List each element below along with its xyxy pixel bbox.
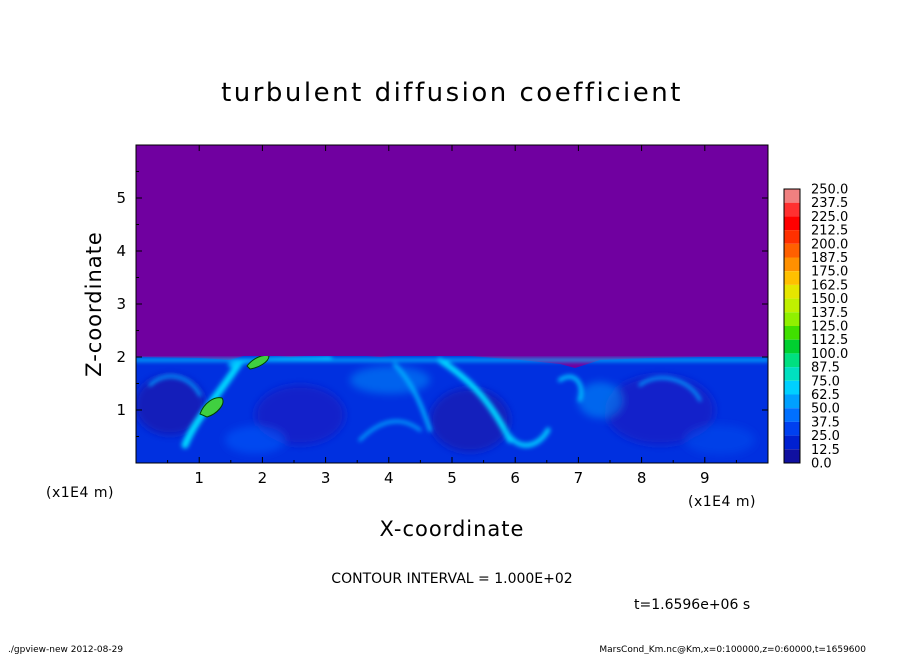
streak [393, 363, 432, 432]
colorbar-label: 137.5 [811, 306, 848, 321]
eddy [255, 385, 345, 445]
mixed-layer-streaks [136, 356, 768, 449]
colorbar-frame [783, 188, 801, 464]
colorbar-swatch [784, 408, 800, 422]
colorbar-swatch [784, 189, 800, 203]
colorbar-swatch [784, 380, 800, 395]
colorbar-swatch [784, 449, 800, 463]
y-tick-label: 4 [116, 242, 126, 260]
contour-interval: CONTOUR INTERVAL = 1.000E+02 [331, 571, 572, 587]
y-tick-label: 5 [116, 189, 126, 207]
colorbar-swatch [784, 326, 800, 340]
colorbar-label: 12.5 [811, 443, 840, 458]
y-tick-label: 1 [116, 401, 126, 419]
colorbar-label: 200.0 [811, 237, 848, 252]
colorbar-label: 162.5 [811, 278, 848, 293]
colorbar-label: 225.0 [811, 210, 848, 225]
footer-right: MarsCond_Km.nc@Km,x=0:100000,z=0:60000,t… [599, 645, 866, 654]
eddy [136, 375, 205, 435]
y-axis-ticks: 1 2 3 4 5 [116, 171, 768, 437]
colorbar-label: 175.0 [811, 265, 848, 280]
colorbar-swatch [784, 312, 800, 326]
x-tick-label: 9 [700, 469, 710, 487]
x-axis-ticks: 1 2 3 4 5 6 7 8 9 [167, 145, 737, 487]
eddy [350, 366, 430, 394]
y-tick-label: 2 [116, 348, 126, 366]
mixed-layer-eddies [136, 366, 755, 455]
colorbar-label: 37.5 [811, 415, 840, 430]
streak [358, 419, 422, 442]
x-tick-label: 3 [321, 469, 331, 487]
x-tick-label: 2 [258, 469, 268, 487]
x-tick-label: 7 [574, 469, 584, 487]
streak [638, 376, 702, 402]
colorbar-swatch [784, 353, 800, 368]
colorbar-label: 250.0 [811, 183, 848, 198]
streak [558, 374, 584, 402]
colorbar-swatch [784, 394, 800, 409]
y-axis-label: Z-coordinate [82, 231, 106, 377]
colorbar-label: 62.5 [811, 388, 840, 403]
x-unit-right: (x1E4 m) [688, 494, 756, 510]
colorbar-label: 0.0 [811, 457, 832, 472]
colorbar-label: 100.0 [811, 347, 848, 362]
colorbar-swatch [784, 339, 800, 354]
y-tick-label: 3 [116, 295, 126, 313]
time-label: t=1.6596e+06 s [634, 597, 750, 613]
colorbar-swatch [784, 216, 800, 231]
colorbar-swatch [784, 202, 800, 217]
colorbar-label: 112.5 [811, 333, 848, 348]
colorbar-swatch [784, 298, 800, 313]
footer-left: ./gpview-new 2012-08-29 [8, 645, 123, 654]
max-patch [246, 356, 270, 370]
colorbar-label: 50.0 [811, 402, 840, 417]
colorbar-swatch [784, 435, 800, 450]
colorbar-swatch [784, 421, 800, 436]
x-tick-label: 6 [510, 469, 520, 487]
colorbar-label: 87.5 [811, 361, 840, 376]
colorbar-label: 125.0 [811, 320, 848, 335]
colorbar-swatch [784, 284, 800, 299]
streak [502, 427, 551, 448]
eddy [605, 375, 715, 445]
x-tick-label: 5 [447, 469, 457, 487]
colorbar-swatch [784, 243, 800, 258]
plot-area: 1 2 3 4 5 6 7 8 9 1 2 3 4 5 [116, 144, 769, 487]
colorbar-label: 75.0 [811, 374, 840, 389]
colorbar-label: 187.5 [811, 251, 848, 266]
colorbar-swatch [784, 230, 800, 244]
colorbar-swatch [784, 257, 800, 272]
streak [148, 374, 202, 397]
x-tick-label: 1 [194, 469, 204, 487]
x-tick-label: 8 [637, 469, 647, 487]
mixed-layer [136, 356, 768, 463]
max-patch [199, 397, 224, 418]
eddy [225, 426, 285, 454]
x-unit-left: (x1E4 m) [46, 485, 114, 501]
colorbar-label: 237.5 [811, 196, 848, 211]
colorbar-label: 212.5 [811, 224, 848, 239]
colorbar-swatch [784, 271, 800, 285]
colorbar-label: 150.0 [811, 292, 848, 307]
colorbar-label: 25.0 [811, 429, 840, 444]
colorbar: 250.0237.5225.0212.5200.0187.5175.0162.5… [783, 183, 848, 472]
x-tick-label: 4 [384, 469, 394, 487]
eddy [685, 425, 755, 455]
x-axis-label: X-coordinate [380, 517, 525, 541]
chart-title: turbulent diffusion coefficient [221, 78, 683, 108]
colorbar-swatch [784, 367, 800, 381]
eddy [578, 382, 622, 418]
